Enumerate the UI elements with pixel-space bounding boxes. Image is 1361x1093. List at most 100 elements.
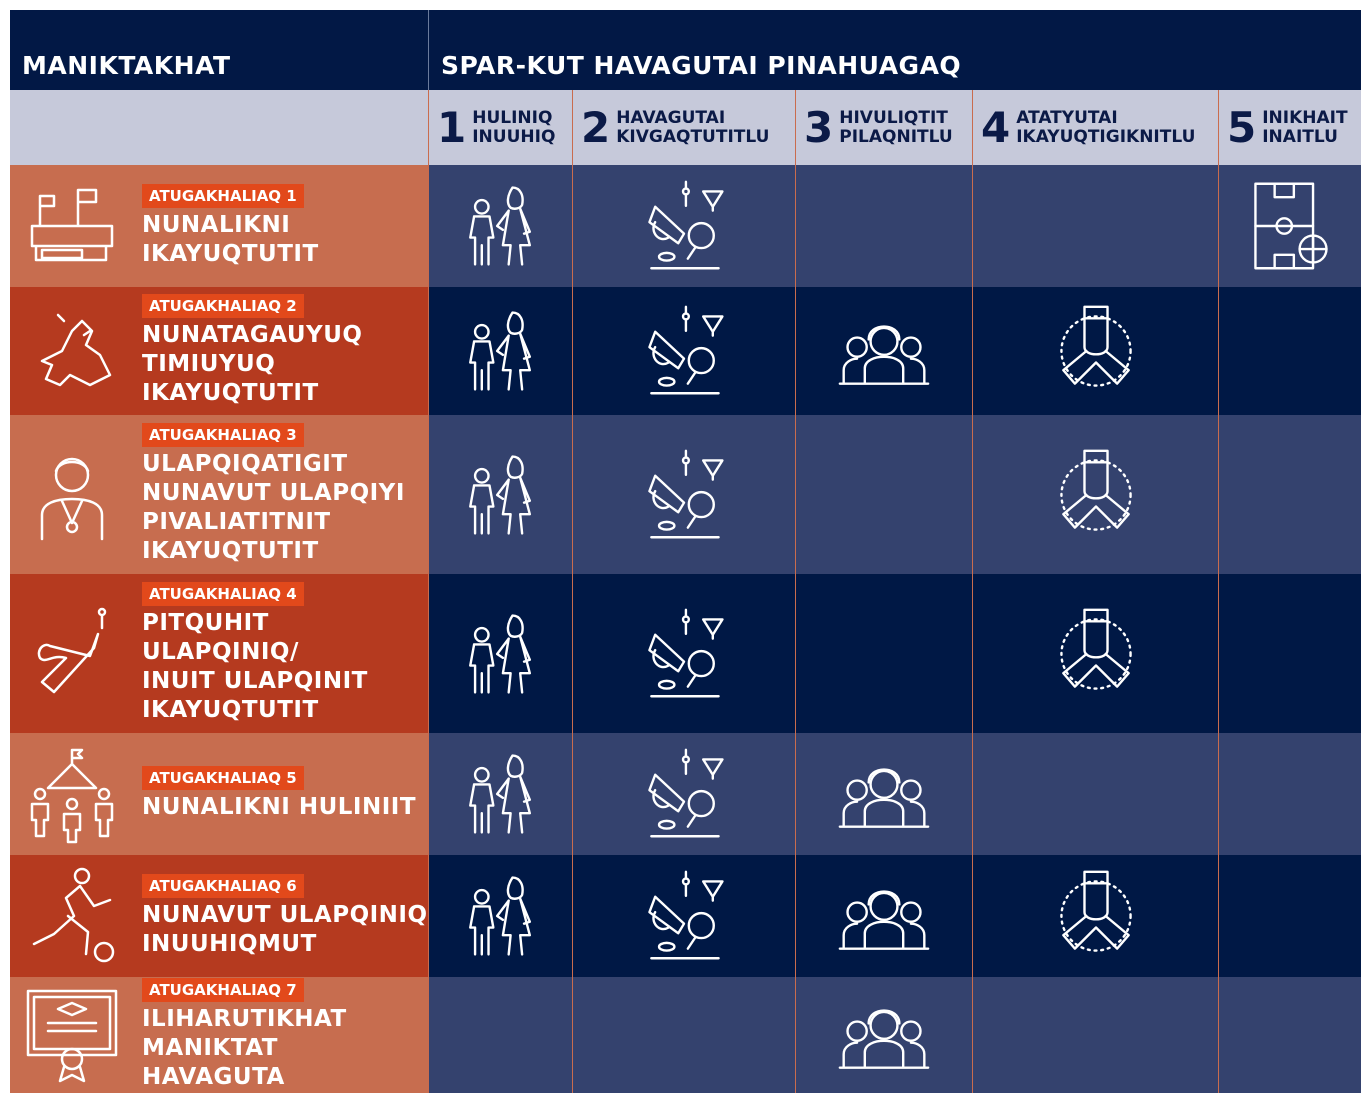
- row-badge: ATUGAKHALIAQ 7: [142, 978, 304, 1002]
- row-title: PIVALIATITNIT: [142, 509, 331, 535]
- cell: [795, 855, 972, 977]
- cell: [572, 977, 795, 1093]
- cell: [1218, 733, 1361, 855]
- family-icon: [453, 447, 549, 543]
- cell: [795, 415, 972, 574]
- cell: [795, 165, 972, 287]
- row-title: INUIT ULAPQINIT: [142, 668, 368, 694]
- sports-icon: [636, 447, 732, 543]
- cell: [572, 733, 795, 855]
- table: MANIKTAKHAT SPAR-KUT HAVAGUTAI PINAHUAGA…: [10, 10, 1361, 1093]
- cell: [572, 165, 795, 287]
- column-header: 3 HIVULIQTIT PILAQNITLU: [795, 90, 972, 165]
- row-title: ILIHARUTIKHAT: [142, 1006, 347, 1032]
- row-title: MANIKTAT HAVAGUTA: [142, 1035, 285, 1090]
- column-label: INIKHAIT: [1262, 107, 1348, 128]
- cell: [428, 165, 572, 287]
- column-number: 4: [981, 102, 1011, 152]
- cell: [972, 733, 1218, 855]
- header-right: SPAR-KUT HAVAGUTAI PINAHUAGAQ: [428, 10, 1361, 90]
- sports-icon: [636, 178, 732, 274]
- cell: [1218, 165, 1361, 287]
- row-badge: ATUGAKHALIAQ 5: [142, 766, 304, 790]
- row-title: NUNATAGAUYUQ: [142, 322, 363, 348]
- column-label: IKAYUQTIGIKNITLU: [1016, 126, 1196, 147]
- group-icon: [836, 868, 932, 964]
- row-icon: [22, 445, 122, 545]
- cell: [972, 287, 1218, 415]
- cell: [428, 415, 572, 574]
- column-label: KIVGAQTUTITLU: [616, 126, 770, 147]
- cell: [972, 165, 1218, 287]
- row-header: ATUGAKHALIAQ 1 NUNALIKNI IKAYUQTUTIT: [10, 165, 428, 287]
- row-title: IKAYUQTUTIT: [142, 380, 319, 406]
- column-header: 5 INIKHAIT INAITLU: [1218, 90, 1361, 165]
- column-header: 2 HAVAGUTAI KIVGAQTUTITLU: [572, 90, 795, 165]
- column-label: HIVULIQTIT: [839, 107, 948, 128]
- column-header: 4 ATATYUTAI IKAYUQTIGIKNITLU: [972, 90, 1218, 165]
- family-icon: [453, 303, 549, 399]
- cell: [795, 977, 972, 1093]
- cell: [572, 855, 795, 977]
- hands-icon: [1048, 606, 1144, 702]
- column-label: INUUHIQ: [472, 126, 556, 147]
- row-icon: [22, 866, 122, 966]
- cell: [428, 733, 572, 855]
- row-header: ATUGAKHALIAQ 4 PITQUHIT ULAPQINIQ/INUIT UL…: [10, 574, 428, 733]
- cell: [1218, 287, 1361, 415]
- group-icon: [836, 987, 932, 1083]
- row-header: ATUGAKHALIAQ 2 NUNATAGAUYUQ TIMIUYUQ IKAYUQ…: [10, 287, 428, 415]
- cell: [972, 855, 1218, 977]
- column-number: 3: [804, 102, 834, 152]
- row-title: NUNAVUT ULAPQIYI: [142, 480, 405, 506]
- cell: [972, 415, 1218, 574]
- header-title: MANIKTAKHAT: [22, 51, 231, 80]
- row-badge: ATUGAKHALIAQ 1: [142, 183, 304, 208]
- family-icon: [453, 868, 549, 964]
- row-title: IKAYUQTUTIT: [142, 240, 319, 267]
- subheader-blank: [10, 90, 428, 165]
- cell: [428, 574, 572, 733]
- cell: [972, 574, 1218, 733]
- row-icon: [22, 604, 122, 704]
- cell: [572, 574, 795, 733]
- row-header: ATUGAKHALIAQ 5 NUNALIKNI HULINIIT: [10, 733, 428, 855]
- court-icon: [1242, 178, 1338, 274]
- family-icon: [453, 606, 549, 702]
- sports-icon: [636, 606, 732, 702]
- row-title: TIMIUYUQ: [142, 351, 276, 377]
- hands-icon: [1048, 447, 1144, 543]
- group-icon: [836, 303, 932, 399]
- column-label: HULINIQ: [472, 107, 553, 128]
- cell: [795, 574, 972, 733]
- row-title: NUNAVUT ULAPQINIQ: [142, 901, 428, 928]
- cell: [1218, 855, 1361, 977]
- cell: [1218, 415, 1361, 574]
- row-icon: [22, 744, 122, 844]
- cell: [428, 287, 572, 415]
- row-icon: [22, 301, 122, 401]
- row-title: ULAPQIQATIGIT: [142, 451, 348, 477]
- header-left: MANIKTAKHAT: [10, 10, 428, 90]
- row-title: PITQUHIT: [142, 610, 269, 636]
- family-icon: [453, 178, 549, 274]
- group-icon: [836, 746, 932, 842]
- column-header: 1 HULINIQ INUUHIQ: [428, 90, 572, 165]
- row-title: IKAYUQTUTIT: [142, 697, 319, 723]
- row-title: NUNALIKNI HULINIIT: [142, 794, 417, 820]
- sports-icon: [636, 746, 732, 842]
- column-label: PILAQNITLU: [839, 126, 953, 147]
- cell: [428, 977, 572, 1093]
- cell: [795, 287, 972, 415]
- column-number: 2: [581, 102, 611, 152]
- cell: [1218, 977, 1361, 1093]
- row-icon: [22, 176, 122, 276]
- cell: [572, 287, 795, 415]
- cell: [972, 977, 1218, 1093]
- family-icon: [453, 746, 549, 842]
- hands-icon: [1048, 303, 1144, 399]
- sports-icon: [636, 303, 732, 399]
- cell: [572, 415, 795, 574]
- row-badge: ATUGAKHALIAQ 4: [142, 582, 304, 606]
